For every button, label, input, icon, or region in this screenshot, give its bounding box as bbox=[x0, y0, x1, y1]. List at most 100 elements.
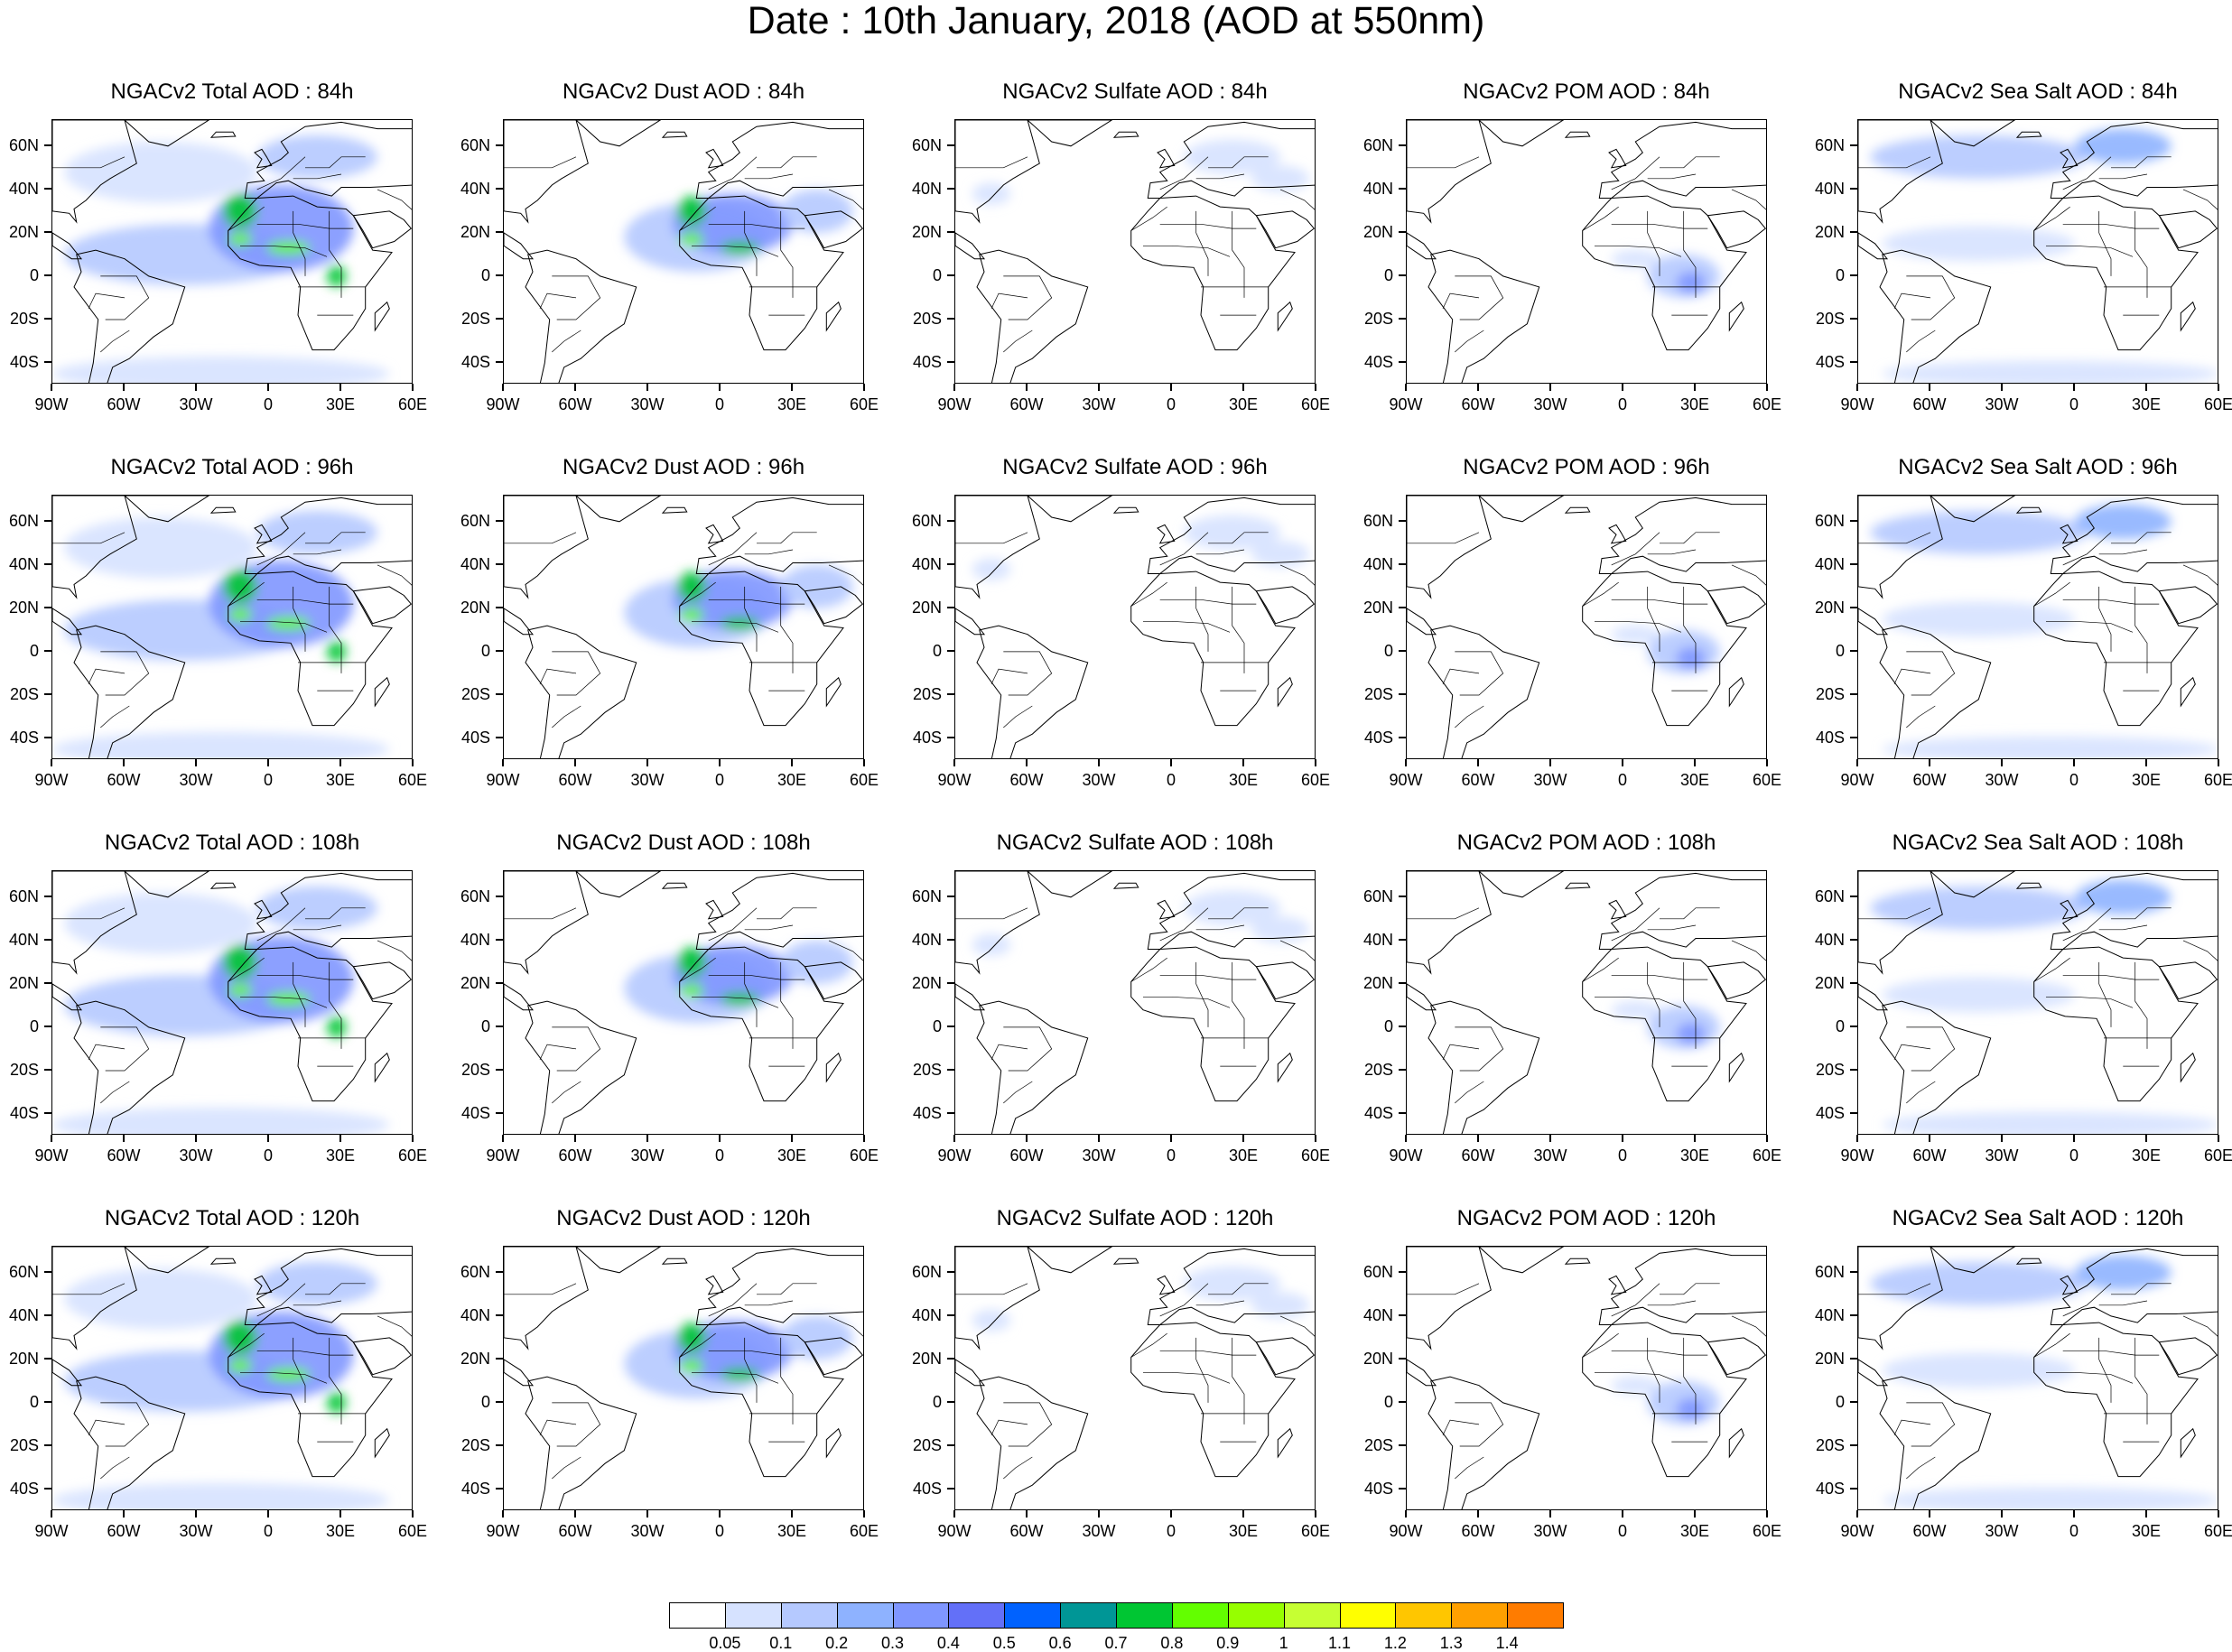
colorbar-swatch bbox=[1060, 1602, 1117, 1629]
lat-label: 60N bbox=[8, 1262, 39, 1281]
coastline-madagascar bbox=[1277, 301, 1293, 332]
aod-area-north-atlantic bbox=[64, 1268, 257, 1330]
country-border bbox=[1159, 532, 1209, 566]
lon-tick bbox=[339, 1510, 341, 1517]
lat-tick bbox=[496, 188, 503, 190]
aod-area-southern-ocean bbox=[52, 1107, 390, 1134]
aod-area-east-med bbox=[1251, 1292, 1309, 1319]
coastline-iceland bbox=[1112, 506, 1139, 514]
coastline-north-america bbox=[1407, 871, 1492, 975]
aod-area-sahel-core-west bbox=[228, 232, 253, 246]
lon-label: 60E bbox=[397, 1146, 428, 1165]
coastline-central-america bbox=[1407, 983, 1437, 1011]
aod-area-central-africa-core bbox=[1676, 647, 1706, 670]
coastline-arabia bbox=[352, 1337, 412, 1376]
country-border bbox=[2033, 1332, 2070, 1358]
coastline-central-america bbox=[1858, 232, 1889, 260]
country-border bbox=[1279, 564, 1315, 586]
lat-tick bbox=[1850, 231, 1857, 233]
lat-label: 20S bbox=[9, 309, 39, 328]
panel-title: NGACv2 POM AOD : 108h bbox=[1456, 831, 1716, 855]
lon-tick bbox=[1405, 759, 1407, 766]
lon-tick bbox=[719, 384, 721, 391]
coastline-south-america bbox=[73, 249, 186, 383]
coastline-europe bbox=[244, 121, 412, 199]
lon-tick bbox=[953, 1510, 955, 1517]
country-border bbox=[2182, 1315, 2218, 1337]
lon-label: 30E bbox=[325, 1146, 356, 1165]
lat-label: 20N bbox=[911, 598, 942, 617]
lon-tick bbox=[412, 1135, 414, 1142]
coastline-madagascar bbox=[1277, 676, 1293, 708]
coastline-iceland bbox=[1564, 1258, 1591, 1265]
lat-label: 40N bbox=[1362, 1305, 1393, 1324]
coastline-europe bbox=[2050, 497, 2218, 574]
aod-area-southern-ocean bbox=[52, 356, 390, 383]
country-border bbox=[100, 1026, 150, 1072]
lon-label: 60E bbox=[849, 1146, 879, 1165]
lat-tick bbox=[496, 563, 503, 565]
lat-tick bbox=[1850, 607, 1857, 608]
lon-label: 30W bbox=[1082, 1522, 1116, 1540]
map-panel-total-108h: NGACv2 Total AOD : 108h 60N 40N 20N 0 20S 40S 9… bbox=[9, 831, 427, 1165]
lat-label: 60N bbox=[911, 135, 942, 154]
aod-area-north-atlantic bbox=[64, 893, 257, 954]
lon-tick bbox=[1622, 1510, 1623, 1517]
country-border bbox=[1455, 705, 1484, 729]
country-border bbox=[1279, 189, 1315, 210]
country-border bbox=[1611, 599, 1708, 605]
country-border bbox=[329, 961, 342, 1049]
lon-tick bbox=[2001, 1510, 2003, 1517]
country-border bbox=[955, 156, 1028, 169]
coastline-europe bbox=[1598, 1248, 1766, 1325]
map-frame bbox=[954, 1246, 1316, 1510]
country-border bbox=[240, 620, 328, 633]
colorbar-label: 0.9 bbox=[1216, 1634, 1240, 1652]
lat-tick bbox=[1399, 737, 1406, 738]
lon-tick bbox=[267, 1135, 269, 1142]
coastline-madagascar bbox=[1728, 676, 1744, 708]
lat-tick bbox=[947, 144, 954, 146]
lat-tick bbox=[496, 1314, 503, 1316]
aod-area-europe bbox=[1184, 1266, 1280, 1302]
country-border bbox=[990, 292, 1028, 310]
map-frame bbox=[1857, 1246, 2218, 1510]
colorbar-label: 1.2 bbox=[1383, 1634, 1407, 1652]
colorbar-label: 1.3 bbox=[1439, 1634, 1463, 1652]
lon-tick bbox=[2145, 759, 2147, 766]
coastline-greenland bbox=[124, 120, 210, 147]
lon-label: 30W bbox=[630, 1146, 665, 1165]
country-border bbox=[52, 907, 126, 920]
lat-label: 20S bbox=[1815, 684, 1845, 703]
lat-tick bbox=[44, 188, 51, 190]
country-border bbox=[1232, 210, 1245, 298]
lat-tick bbox=[1399, 693, 1406, 695]
lon-tick bbox=[2218, 759, 2219, 766]
country-border bbox=[1143, 1371, 1231, 1384]
lat-tick bbox=[1850, 1069, 1857, 1071]
coastline-arabia bbox=[2158, 1337, 2218, 1376]
lon-label: 60W bbox=[107, 1146, 141, 1165]
country-border bbox=[1595, 620, 1682, 633]
lat-tick bbox=[947, 231, 954, 233]
coastline-south-america bbox=[525, 249, 637, 383]
country-border bbox=[2182, 940, 2218, 961]
lat-label: 60N bbox=[8, 886, 39, 905]
lat-tick bbox=[1850, 1026, 1857, 1027]
coastline-iceland bbox=[1564, 506, 1591, 514]
aod-area-west-sahara-core bbox=[677, 196, 706, 227]
lat-label: 20S bbox=[912, 684, 942, 703]
country-border bbox=[692, 996, 779, 1008]
country-border bbox=[100, 651, 150, 696]
lat-label: 40N bbox=[460, 179, 490, 198]
country-border bbox=[1279, 940, 1315, 961]
country-border bbox=[1159, 1350, 1257, 1356]
coastline-iceland bbox=[2015, 506, 2042, 514]
aod-area-west-sahara-core bbox=[677, 947, 706, 978]
lat-tick bbox=[947, 693, 954, 695]
lon-tick bbox=[791, 1135, 793, 1142]
map-panel-pom-96h: NGACv2 POM AOD : 96h 60N 40N 20N 0 20S 40S 90W 6… bbox=[1363, 455, 1781, 789]
lon-label: 60E bbox=[397, 395, 428, 413]
lon-tick bbox=[51, 1135, 52, 1142]
country-border bbox=[100, 329, 130, 353]
